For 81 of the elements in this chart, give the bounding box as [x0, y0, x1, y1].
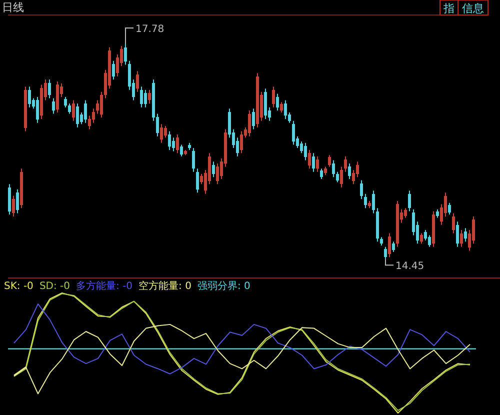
candlestick [72, 100, 75, 122]
candlestick [148, 89, 151, 104]
candlestick [136, 70, 139, 92]
candlestick [300, 141, 303, 154]
candlestick [112, 60, 115, 80]
candlestick [392, 241, 395, 252]
candlestick [16, 188, 19, 214]
candlestick [272, 86, 275, 108]
candlestick [312, 152, 315, 172]
candlestick [248, 110, 251, 137]
candlestick [84, 100, 87, 124]
candlestick [140, 86, 143, 108]
candlestick [8, 184, 11, 216]
candlestick [472, 216, 475, 244]
candlestick [408, 190, 411, 212]
candlestick [48, 79, 51, 99]
text: 信息 [462, 2, 484, 15]
candlestick [464, 228, 467, 242]
candlestick [100, 91, 103, 118]
candlestick [36, 96, 39, 124]
candlestick [240, 130, 243, 154]
candlestick [212, 161, 215, 178]
candlestick [12, 195, 15, 217]
candlestick [168, 130, 171, 150]
candlestick [160, 124, 163, 144]
candlestick [320, 168, 323, 180]
ref-line-label: 强弱分界: 0 [197, 280, 250, 292]
candlestick [292, 120, 295, 146]
candlestick [452, 212, 455, 234]
candlestick [284, 100, 287, 120]
candlestick [176, 134, 179, 154]
candlestick [460, 230, 463, 248]
text: 14.45 [396, 261, 424, 272]
candlestick [448, 202, 451, 216]
candlestick [192, 148, 195, 172]
candlestick [68, 102, 71, 114]
text: 空方能量: 0 [138, 280, 192, 292]
candlestick [360, 180, 363, 200]
candlestick [144, 89, 147, 108]
candlestick [180, 144, 183, 157]
candlestick [328, 154, 331, 168]
candlestick [164, 126, 167, 138]
text: 指 [442, 2, 454, 15]
candlestick [372, 190, 375, 214]
candlestick [264, 88, 267, 120]
candlestick [424, 230, 427, 241]
candlestick [364, 193, 367, 209]
series-label: SK: -0 [4, 281, 34, 292]
candlestick [216, 163, 219, 185]
candlestick [172, 137, 175, 152]
candlestick [304, 142, 307, 161]
candlestick [76, 102, 79, 128]
candlestick [124, 44, 127, 66]
candlestick [420, 232, 423, 244]
candlestick [52, 98, 55, 114]
candlestick [280, 102, 283, 113]
candlestick [252, 108, 255, 130]
candlestick [348, 163, 351, 180]
candlestick [316, 156, 319, 172]
candlestick [28, 86, 31, 108]
candlestick [352, 169, 355, 185]
candlestick [276, 93, 279, 112]
candlestick [336, 171, 339, 183]
candlestick [428, 234, 431, 248]
candlestick [384, 246, 387, 260]
chart-title: 日线 [2, 1, 24, 14]
candlestick [356, 161, 359, 178]
text: 多方能量: -0 [76, 280, 133, 292]
candlestick [332, 160, 335, 178]
candlestick [340, 166, 343, 188]
candlestick [404, 208, 407, 218]
candlestick [344, 156, 347, 172]
candlestick [388, 232, 391, 258]
candlestick [456, 221, 459, 248]
series-label: SD: -0 [39, 281, 70, 292]
candlestick [196, 168, 199, 194]
candlestick [64, 96, 67, 108]
text: 17.78 [136, 24, 164, 36]
candlestick [308, 149, 311, 170]
candlestick [88, 115, 91, 130]
candlestick [92, 108, 95, 124]
